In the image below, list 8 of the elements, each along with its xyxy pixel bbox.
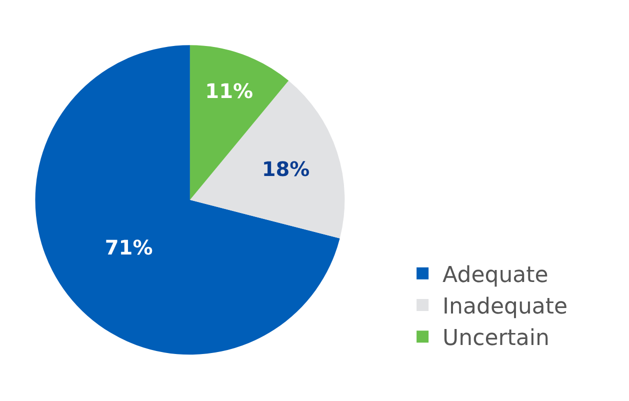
legend-label: Adequate — [442, 263, 548, 288]
data-label: 71% — [104, 235, 153, 260]
pie-slice — [190, 80, 345, 238]
data-label: 18% — [262, 156, 310, 181]
pie-slice — [35, 45, 340, 354]
data-label: 11% — [205, 79, 254, 104]
legend-label: Uncertain — [442, 326, 550, 352]
legend-label: Inadequate — [442, 294, 568, 320]
